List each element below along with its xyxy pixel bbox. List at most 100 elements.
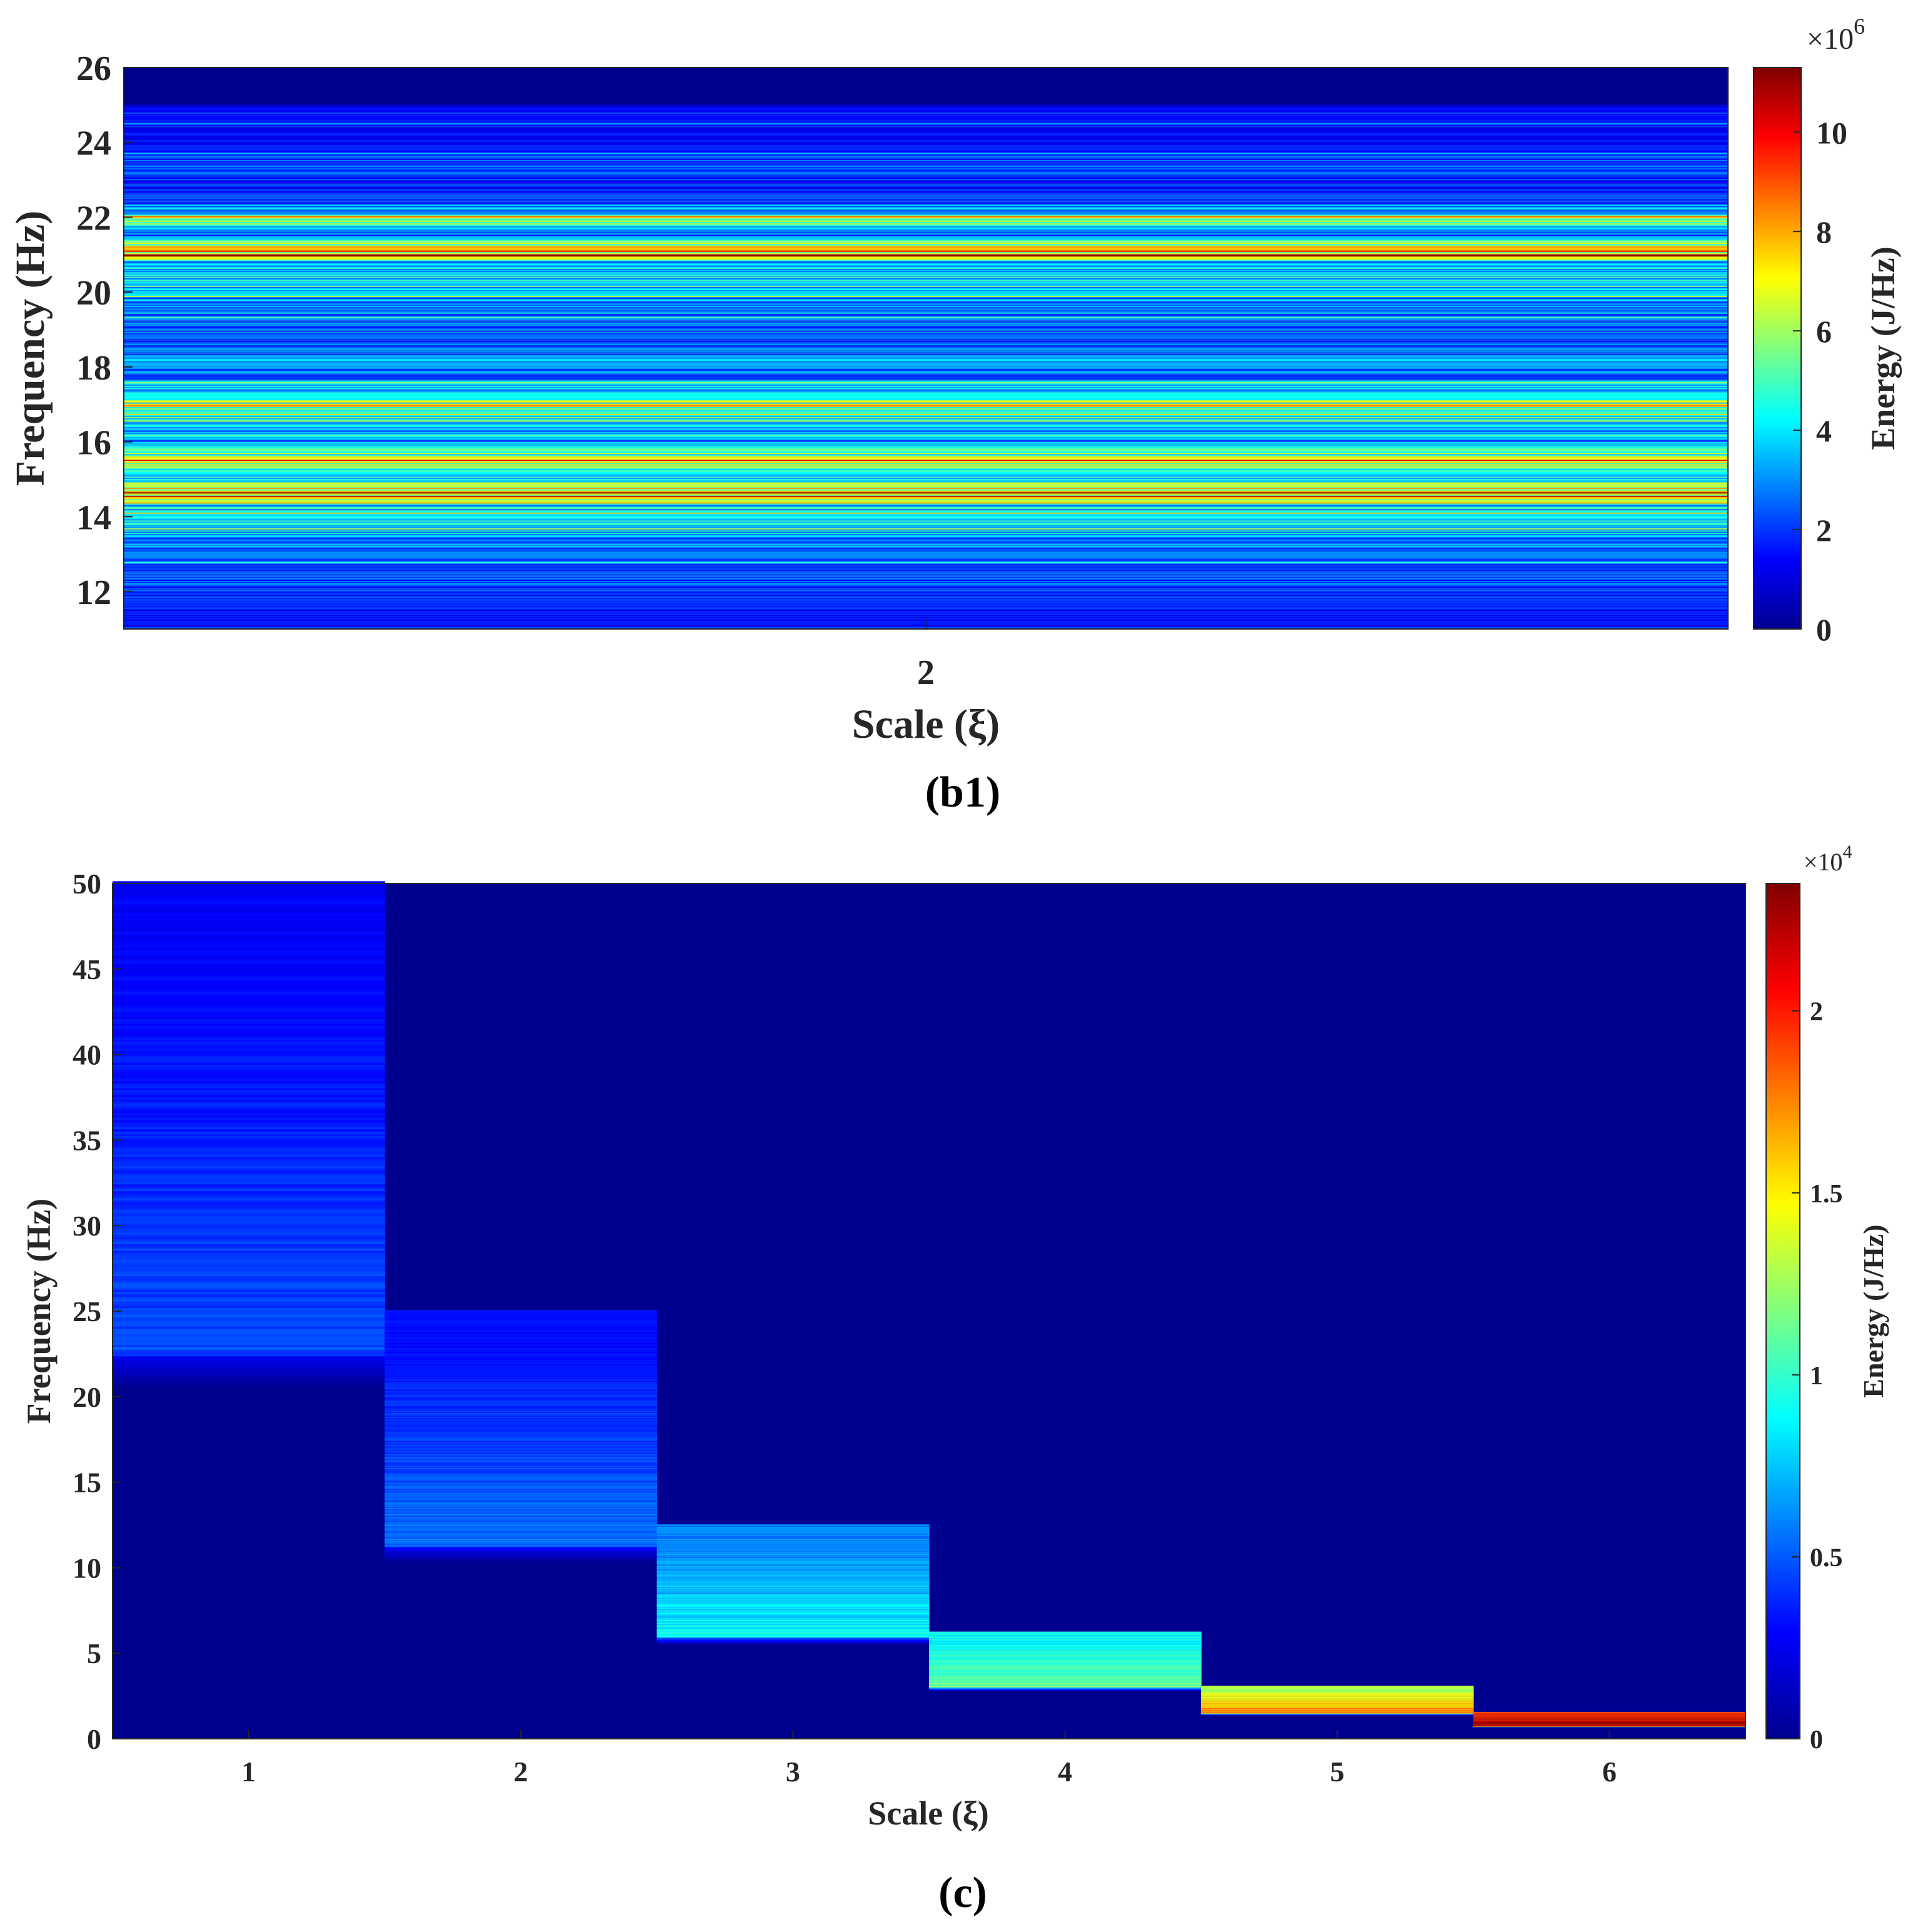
- b1-frequency-band: [124, 521, 1728, 523]
- b1-frequency-band: [124, 561, 1728, 563]
- c-scale-band: [384, 1501, 658, 1502]
- c-scale-band: [113, 1060, 385, 1063]
- b1-frequency-band: [124, 381, 1728, 383]
- b1-frequency-band: [124, 360, 1728, 363]
- c-scale-band: [113, 1025, 385, 1029]
- b1-colorbar-tick-label: 10: [1816, 115, 1847, 150]
- b1-frequency-band: [124, 431, 1728, 433]
- b1-frequency-band: [124, 388, 1728, 391]
- c-scale-band: [113, 1190, 385, 1194]
- c-scale-band: [384, 1457, 658, 1459]
- c-scale-band: [384, 1532, 658, 1535]
- c-scale-band: [113, 1383, 385, 1387]
- c-scale-band: [113, 975, 385, 979]
- b1-frequency-band: [124, 260, 1728, 263]
- b1-frequency-band: [124, 325, 1728, 326]
- b1-frequency-band: [124, 169, 1728, 171]
- c-scale-band: [384, 1477, 658, 1480]
- c-scale-band: [384, 1346, 658, 1349]
- b1-frequency-band: [124, 404, 1728, 406]
- c-scale-band: [384, 1538, 658, 1541]
- b1-frequency-band: [124, 248, 1728, 250]
- c-colorbar-tick-label: 0.5: [1810, 1544, 1843, 1572]
- b1-frequency-band: [124, 167, 1728, 169]
- c-scale-band: [113, 1039, 385, 1042]
- c-scale-band: [113, 906, 385, 909]
- b1-frequency-band: [124, 238, 1728, 240]
- b1-frequency-band: [124, 524, 1728, 526]
- b1-frequency-band: [124, 535, 1728, 538]
- c-colorbar-tick-label: 1.5: [1810, 1180, 1843, 1209]
- b1-frequency-band: [124, 498, 1728, 501]
- b1-frequency-band: [124, 390, 1728, 391]
- c-scale-band: [384, 1429, 658, 1431]
- c-scale-band: [113, 1344, 385, 1347]
- b1-frequency-band: [124, 453, 1728, 456]
- b1-frequency-band: [124, 556, 1728, 558]
- c-scale-band: [656, 1589, 930, 1591]
- c-scale-band: [113, 1232, 385, 1235]
- b1-frequency-band: [124, 374, 1728, 376]
- c-scale-band: [113, 1248, 385, 1251]
- c-scale-band: [384, 1479, 658, 1481]
- c-scale-band: [656, 1573, 930, 1574]
- c-scale-band: [113, 954, 385, 957]
- c-scale-band: [113, 1167, 385, 1171]
- b1-frequency-band: [124, 275, 1728, 277]
- b1-frequency-band: [124, 189, 1728, 192]
- b1-frequency-band: [124, 278, 1728, 281]
- b1-frequency-band: [124, 246, 1728, 248]
- b1-frequency-band: [124, 229, 1728, 231]
- c-scale-band: [384, 1336, 658, 1338]
- c-scale-band: [656, 1592, 930, 1594]
- b1-colorbar: [1753, 67, 1802, 630]
- b1-frequency-band: [124, 268, 1728, 270]
- b1-frequency-band: [124, 445, 1728, 446]
- c-scale-band: [656, 1607, 930, 1609]
- b1-frequency-band: [124, 343, 1728, 345]
- b1-frequency-band: [124, 196, 1728, 198]
- c-scale-band: [656, 1529, 930, 1531]
- b1-frequency-band: [124, 463, 1728, 465]
- b1-frequency-band: [124, 291, 1728, 293]
- c-scale-band: [384, 1341, 658, 1342]
- c-y-tick-label: 25: [73, 1296, 101, 1327]
- b1-frequency-band: [124, 153, 1728, 154]
- c-scale-band: [384, 1454, 658, 1456]
- b1-frequency-band: [124, 144, 1728, 146]
- b1-frequency-band: [124, 605, 1728, 607]
- c-y-tick-label: 5: [87, 1638, 101, 1669]
- c-scale-band: [113, 1057, 385, 1061]
- b1-frequency-band: [124, 470, 1728, 473]
- b1-frequency-band: [124, 528, 1728, 530]
- c-scale-band: [384, 1345, 658, 1347]
- b1-frequency-band: [124, 496, 1728, 498]
- b1-frequency-band: [124, 386, 1728, 388]
- b1-frequency-band: [124, 261, 1728, 264]
- c-scale-band: [113, 1019, 385, 1022]
- b1-frequency-band: [124, 395, 1728, 397]
- b1-frequency-band: [124, 476, 1728, 478]
- b1-frequency-band: [124, 116, 1728, 118]
- b1-frequency-band: [124, 322, 1728, 325]
- c-scale-band: [113, 1319, 385, 1322]
- c-scale-band: [113, 1337, 385, 1341]
- b1-frequency-band: [124, 456, 1728, 458]
- b1-frequency-band: [124, 205, 1728, 208]
- b1-frequency-band: [124, 518, 1728, 520]
- b1-frequency-band: [124, 616, 1728, 618]
- b1-frequency-band: [124, 510, 1728, 512]
- b1-frequency-band: [124, 383, 1728, 385]
- b1-frequency-band: [124, 508, 1728, 511]
- b1-frequency-band: [124, 580, 1728, 583]
- b1-frequency-band: [124, 288, 1728, 291]
- b1-frequency-band: [124, 611, 1728, 613]
- b1-frequency-band: [124, 165, 1728, 167]
- c-scale-band: [113, 929, 385, 932]
- b1-frequency-band: [124, 486, 1728, 488]
- b1-frequency-band: [124, 192, 1728, 194]
- b1-frequency-band: [124, 161, 1728, 164]
- c-scale-band: [656, 1551, 930, 1552]
